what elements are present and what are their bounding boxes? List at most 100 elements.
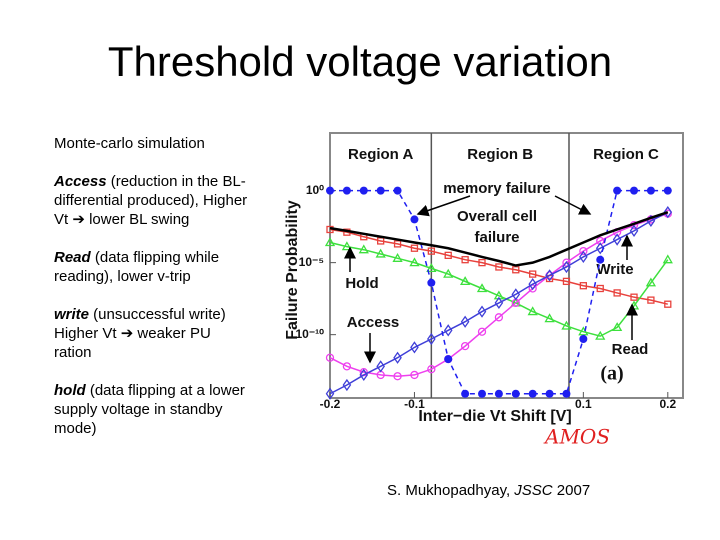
- handwriting: AMOS: [543, 425, 610, 449]
- y-tick-label: 10⁻¹⁰: [296, 327, 325, 341]
- marker: [579, 282, 587, 290]
- marker: [613, 289, 621, 297]
- marker: [562, 277, 571, 286]
- marker: [579, 334, 588, 343]
- marker: [359, 368, 369, 382]
- marker: [612, 322, 623, 332]
- marker: [545, 269, 554, 282]
- x-tick-label: 0.2: [659, 397, 676, 411]
- marker: [359, 186, 368, 195]
- plot-frame: [329, 132, 684, 399]
- marker: [342, 362, 352, 371]
- marker: [561, 320, 572, 330]
- region-label: Region C: [593, 146, 659, 163]
- paragraph: Read (data flipping while reading), lowe…: [54, 248, 250, 286]
- marker: [646, 186, 655, 195]
- marker: [410, 341, 419, 354]
- x-axis-label: Inter−die Vt Shift [V]: [418, 408, 571, 425]
- marker: [511, 288, 521, 301]
- marker: [461, 256, 469, 264]
- marker: [662, 254, 673, 264]
- marker: [511, 389, 520, 398]
- text: (data flipping while reading), lower v-t…: [54, 249, 220, 285]
- body-text: Monte-carlo simulation Access (reduction…: [54, 134, 250, 457]
- marker: [325, 387, 335, 400]
- x-tick-label: -0.1: [404, 397, 425, 411]
- marker: [409, 257, 420, 267]
- series: [325, 209, 672, 381]
- citation: S. Mukhopadhyay, JSSC 2007: [387, 482, 590, 499]
- marker: [477, 305, 487, 318]
- marker: [663, 206, 673, 219]
- term: hold: [54, 382, 86, 399]
- marker: [529, 270, 537, 278]
- marker: [647, 296, 655, 304]
- annotation-arrows: [344, 195, 638, 364]
- marker: [426, 263, 437, 273]
- annotation: Hold: [345, 275, 378, 292]
- marker: [612, 233, 622, 246]
- marker: [427, 278, 436, 287]
- marker: [613, 186, 622, 195]
- marker: [460, 315, 470, 328]
- series-line: [329, 211, 669, 395]
- marker: [342, 186, 351, 195]
- marker: [494, 389, 503, 398]
- marker: [427, 247, 435, 255]
- marker: [393, 372, 402, 381]
- year: 2007: [552, 482, 591, 499]
- term: write: [54, 306, 90, 323]
- marker: [324, 237, 336, 247]
- marker: [427, 365, 436, 374]
- arrow: [554, 195, 592, 215]
- marker: [325, 353, 335, 362]
- marker: [562, 389, 571, 398]
- paragraph: Monte-carlo simulation: [54, 134, 250, 153]
- series: [324, 237, 673, 340]
- marker: [393, 240, 402, 248]
- marker: [459, 276, 471, 286]
- marker: [544, 313, 555, 323]
- marker: [664, 300, 672, 308]
- annotation: Write: [596, 261, 633, 278]
- marker: [527, 306, 538, 316]
- marker: [562, 260, 571, 274]
- paragraph: hold (data flipping at a lower supply vo…: [54, 381, 250, 438]
- annotation: Overall cell: [457, 208, 537, 225]
- marker: [595, 330, 606, 340]
- text: (unsuccessful write) Higher Vt ➔ weaker …: [54, 306, 226, 361]
- marker: [444, 355, 453, 364]
- marker: [494, 296, 504, 310]
- slide-title: Threshold voltage variation: [107, 38, 613, 85]
- y-tick-label: 10⁰: [306, 183, 324, 197]
- annotation: Access: [347, 314, 400, 331]
- marker: [579, 246, 588, 256]
- marker: [410, 215, 419, 224]
- paragraph: write (unsuccessful write) Higher Vt ➔ w…: [54, 305, 250, 362]
- marker: [645, 277, 657, 287]
- marker: [376, 360, 385, 373]
- marker: [579, 250, 588, 264]
- marker: [630, 186, 639, 195]
- annotation: memory failure: [443, 180, 551, 197]
- marker: [596, 284, 604, 293]
- marker: [596, 236, 605, 246]
- marker: [578, 326, 589, 336]
- series: [325, 206, 673, 400]
- series-line: [329, 212, 669, 377]
- region-label: Region A: [348, 146, 413, 163]
- annotation: Read: [612, 341, 649, 358]
- marker: [393, 186, 402, 195]
- series-line: [329, 210, 669, 267]
- marker: [476, 283, 488, 293]
- region-label: Region B: [467, 146, 533, 163]
- text: Monte-carlo simulation: [54, 135, 205, 152]
- marker: [443, 268, 454, 278]
- journal: JSSC: [514, 482, 553, 499]
- marker: [376, 186, 385, 195]
- marker: [478, 258, 486, 267]
- arrow: [416, 195, 471, 217]
- marker: [477, 327, 487, 336]
- y-axis-label: Failure Probability: [284, 200, 301, 340]
